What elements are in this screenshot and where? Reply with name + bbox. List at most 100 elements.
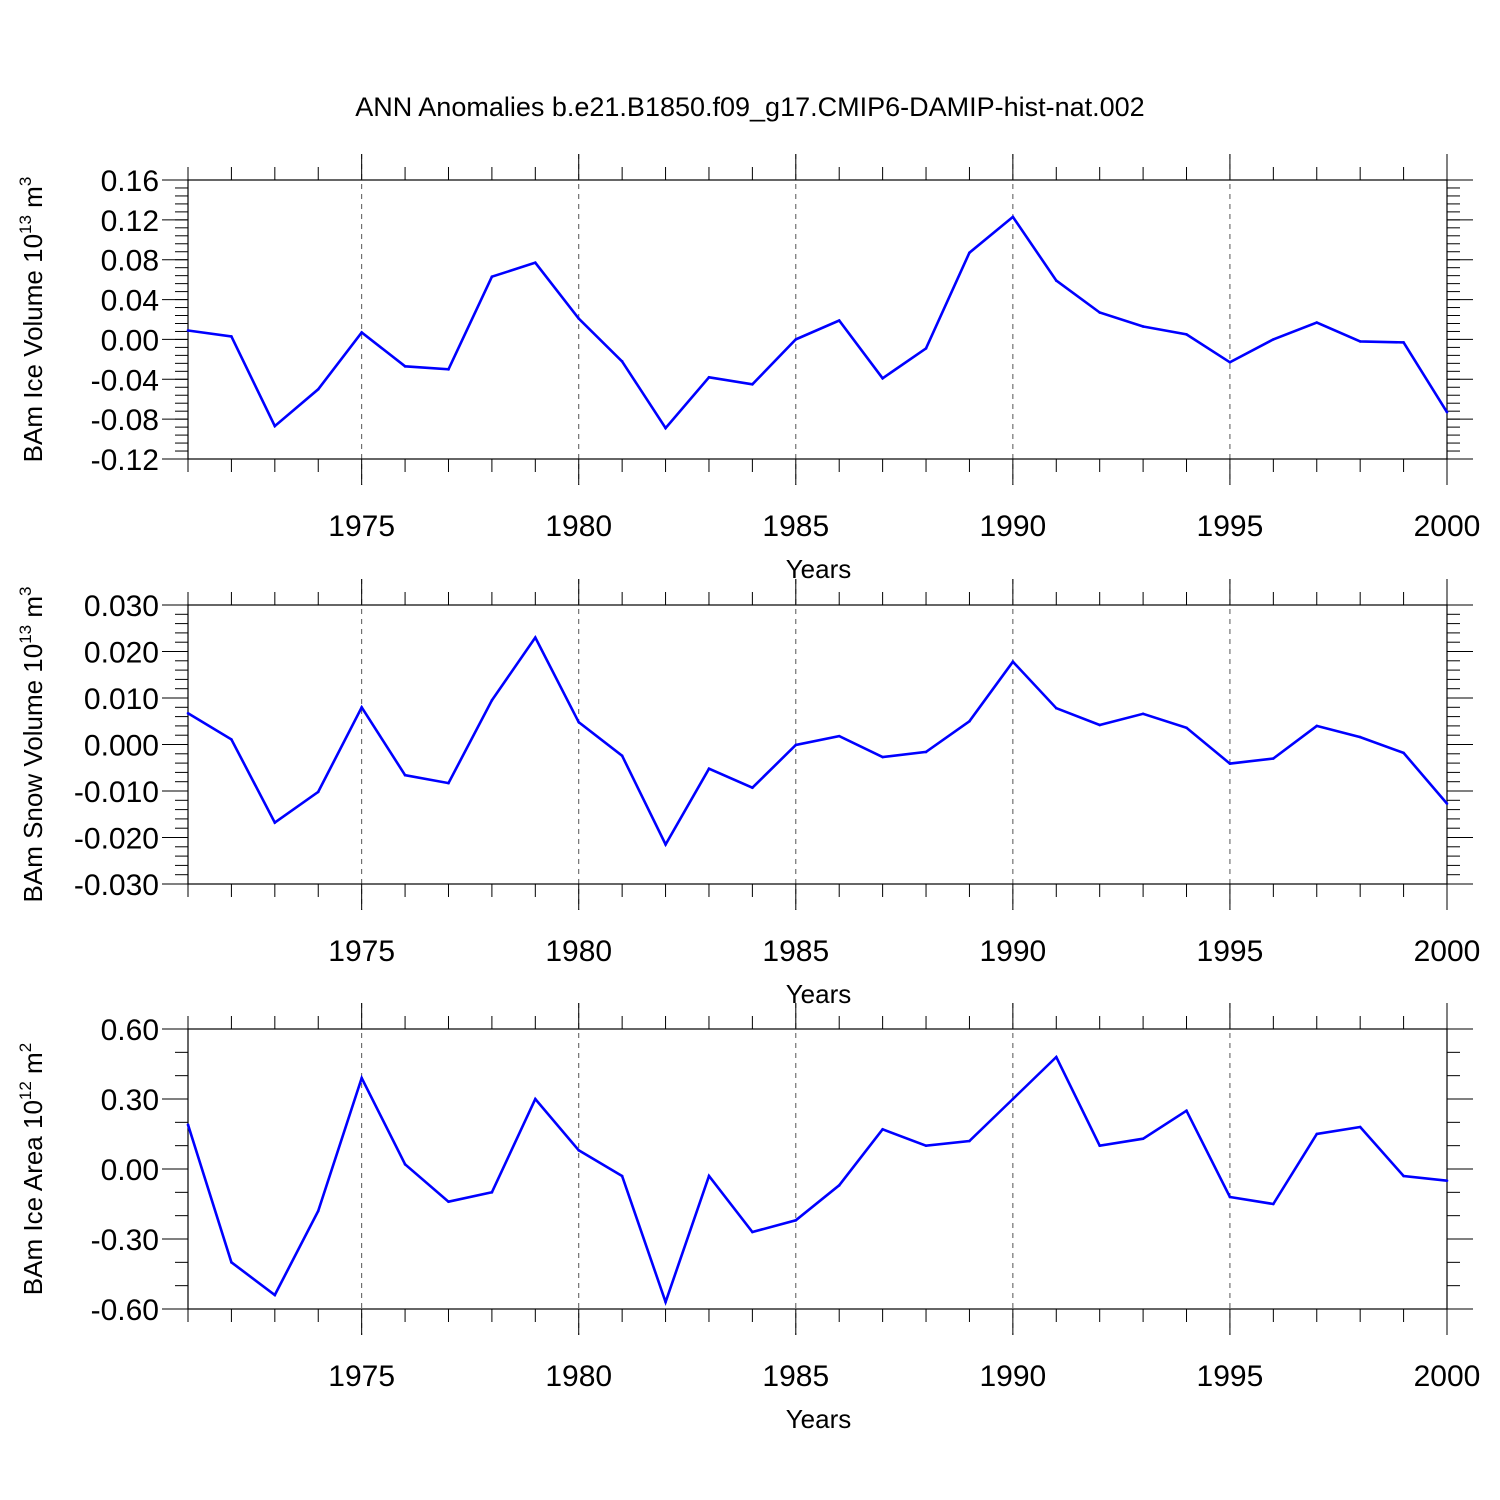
data-point <box>490 699 494 702</box>
data-point <box>1315 321 1319 324</box>
y-tick-label: 0.12 <box>101 205 159 238</box>
x-tick-label: 1995 <box>1197 935 1264 968</box>
y-axis-label-text: BAm Ice Area 10 <box>18 1100 48 1295</box>
data-point <box>403 1163 407 1166</box>
data-point <box>1315 1132 1319 1136</box>
data-point <box>664 426 667 430</box>
data-point <box>490 1191 494 1194</box>
data-point <box>794 1219 798 1222</box>
data-point <box>1054 706 1058 710</box>
data-point <box>1272 757 1275 760</box>
data-point <box>707 375 711 379</box>
data-point <box>273 1293 277 1297</box>
data-point <box>664 1300 667 1304</box>
data-point <box>1315 724 1319 728</box>
y-axis-label-text: m <box>18 186 48 215</box>
x-tick-label: 1990 <box>979 935 1046 968</box>
data-point <box>751 382 754 386</box>
data-point <box>1402 751 1405 755</box>
data-point <box>837 1184 841 1187</box>
data-point <box>447 1200 450 1203</box>
data-point <box>577 1149 581 1152</box>
data-point <box>534 261 537 265</box>
x-tick-label: 1975 <box>328 935 395 968</box>
data-point <box>1141 712 1145 716</box>
x-tick-label: 1985 <box>762 1360 829 1393</box>
data-point <box>360 331 363 334</box>
data-point <box>403 773 407 777</box>
y-axis-label-superscript: 13 <box>16 215 35 234</box>
data-point <box>360 1076 363 1080</box>
panels: -0.12 -0.08 -0.04 0.00 0.04 0.08 0.12 0.16 1975 1… <box>16 154 1480 1434</box>
data-point <box>1141 1137 1145 1140</box>
data-point <box>230 738 233 741</box>
x-axis-label: Years <box>786 1404 852 1434</box>
series-line <box>187 214 1449 431</box>
y-tick-label: 0.04 <box>101 285 159 318</box>
data-point <box>1185 333 1188 336</box>
y-tick-label: -0.04 <box>91 364 159 397</box>
y-tick-label: -0.010 <box>74 776 159 809</box>
data-point <box>707 767 711 770</box>
x-tick-label: 1995 <box>1197 1360 1264 1393</box>
x-tick-label: 2000 <box>1414 1360 1481 1393</box>
data-point <box>1011 660 1015 664</box>
data-point <box>1228 762 1232 765</box>
y-tick-label: -0.08 <box>91 404 159 437</box>
x-tick-label: 1985 <box>762 510 829 543</box>
data-point <box>794 743 798 747</box>
y-tick-label: 0.08 <box>101 245 159 278</box>
y-axis-label-superscript: 3 <box>16 587 35 596</box>
series-line <box>186 1054 1448 1306</box>
data-point <box>1011 1097 1015 1101</box>
data-point <box>664 843 667 846</box>
data-point <box>837 319 841 322</box>
data-point <box>1054 1055 1058 1059</box>
data-point <box>230 335 233 338</box>
data-point <box>751 786 754 790</box>
x-tick-label: 1995 <box>1197 510 1264 543</box>
data-point <box>577 317 581 320</box>
y-axis-label-superscript: 3 <box>16 177 35 186</box>
data-point <box>1054 279 1058 282</box>
chart-panel-1: -0.12 -0.08 -0.04 0.00 0.04 0.08 0.12 0.16 1975 1… <box>16 154 1480 584</box>
data-point <box>316 1209 320 1213</box>
y-tick-label: 0.30 <box>101 1084 159 1117</box>
data-point <box>1011 215 1015 219</box>
x-tick-label: 2000 <box>1414 510 1481 543</box>
y-axis-label: BAm Ice Volume 1013 m3 <box>16 177 48 463</box>
x-axis-label: Years <box>786 554 852 584</box>
x-tick-label: 1985 <box>762 935 829 968</box>
data-point <box>1185 1109 1188 1112</box>
y-tick-label: 0.030 <box>84 590 159 623</box>
y-tick-label: 0.00 <box>101 324 159 357</box>
y-axis-label-text: BAm Snow Volume 10 <box>18 644 48 903</box>
data-point <box>968 719 971 723</box>
data-point <box>1445 410 1449 414</box>
y-axis-label-superscript: 2 <box>16 1043 35 1052</box>
y-tick-label: -0.020 <box>74 823 159 856</box>
data-point <box>881 755 884 759</box>
series-line <box>187 634 1448 848</box>
data-point <box>316 790 320 794</box>
y-tick-label: 0.60 <box>101 1014 159 1047</box>
y-axis-label: BAm Snow Volume 1013 m3 <box>16 587 48 903</box>
y-tick-label: 0.000 <box>84 730 159 763</box>
data-point <box>1272 1202 1275 1206</box>
data-point <box>881 376 884 380</box>
data-point <box>837 734 841 738</box>
data-point <box>577 720 581 724</box>
data-point <box>360 706 363 709</box>
y-tick-label: 0.00 <box>101 1154 159 1187</box>
y-tick-label: 0.16 <box>101 165 159 198</box>
data-point <box>1358 340 1362 343</box>
data-point <box>230 1261 233 1264</box>
data-point <box>924 347 928 350</box>
x-tick-label: 1980 <box>545 935 612 968</box>
data-point <box>1098 1144 1101 1147</box>
data-point <box>490 275 494 278</box>
y-axis-label: BAm Ice Area 1012 m2 <box>16 1043 48 1295</box>
chart-panel-3: -0.60 -0.30 0.00 0.30 0.60 1975 1980 1985 1990 19… <box>16 1003 1480 1434</box>
figure-title: ANN Anomalies b.e21.B1850.f09_g17.CMIP6-… <box>355 92 1144 122</box>
